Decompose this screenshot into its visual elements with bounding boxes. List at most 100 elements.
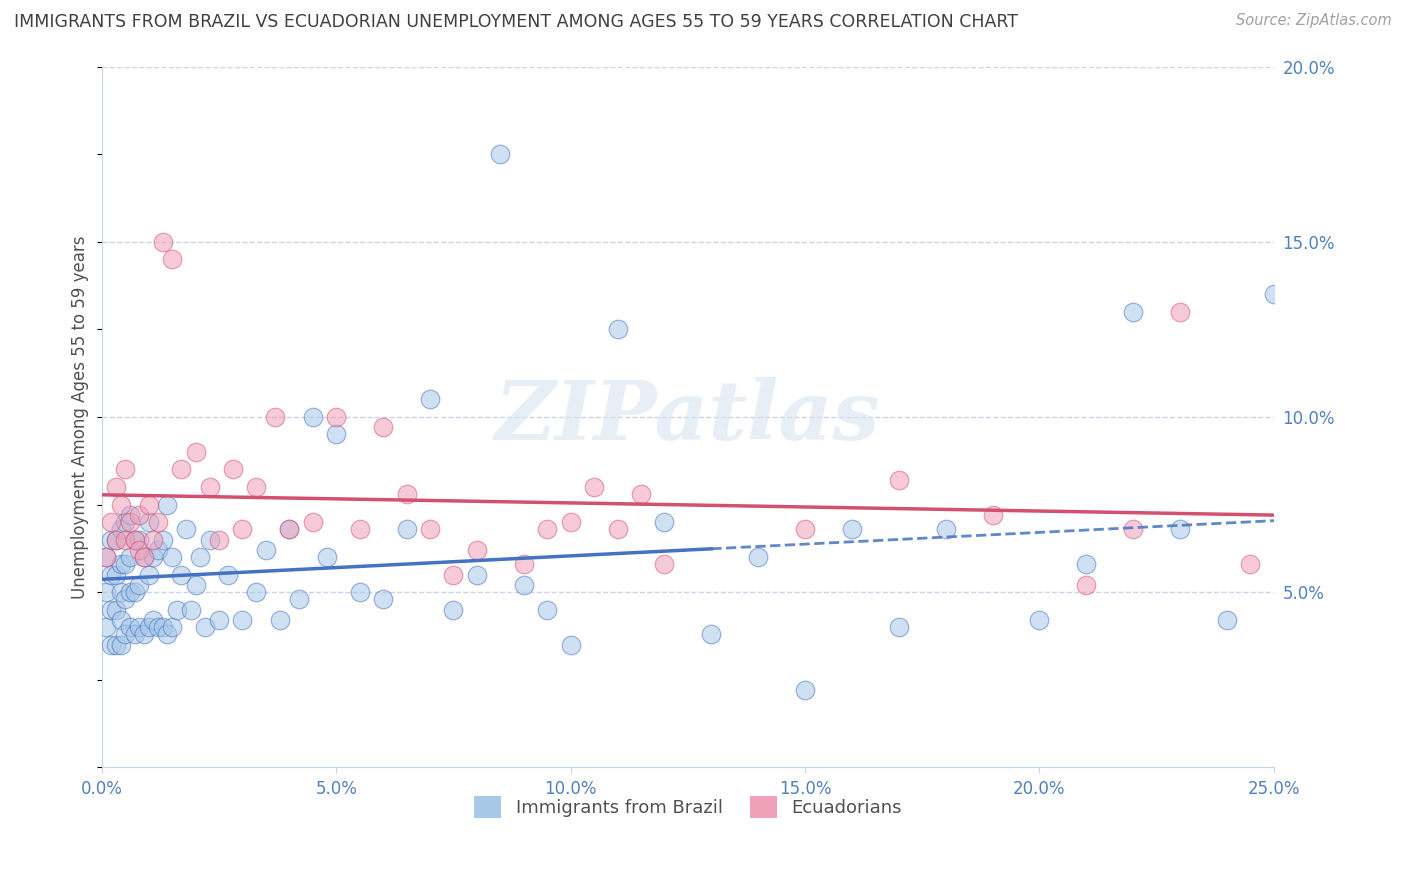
Point bbox=[174, 522, 197, 536]
Point bbox=[114, 557, 136, 571]
Point bbox=[96, 585, 118, 599]
Point bbox=[395, 487, 418, 501]
Point bbox=[217, 567, 239, 582]
Point bbox=[1168, 522, 1191, 536]
Point bbox=[156, 627, 179, 641]
Point bbox=[124, 533, 146, 547]
Point bbox=[887, 473, 910, 487]
Point bbox=[245, 480, 267, 494]
Point bbox=[100, 638, 122, 652]
Point bbox=[935, 522, 957, 536]
Point bbox=[152, 620, 174, 634]
Point bbox=[114, 462, 136, 476]
Point bbox=[128, 543, 150, 558]
Point bbox=[1263, 287, 1285, 301]
Point bbox=[198, 480, 221, 494]
Point bbox=[441, 602, 464, 616]
Point bbox=[132, 550, 155, 565]
Point bbox=[560, 515, 582, 529]
Point bbox=[419, 392, 441, 407]
Point bbox=[114, 533, 136, 547]
Point bbox=[536, 522, 558, 536]
Point bbox=[315, 550, 337, 565]
Point bbox=[156, 498, 179, 512]
Point bbox=[700, 627, 723, 641]
Point bbox=[287, 592, 309, 607]
Point bbox=[419, 522, 441, 536]
Point bbox=[118, 515, 141, 529]
Point bbox=[231, 522, 253, 536]
Point bbox=[114, 627, 136, 641]
Point bbox=[104, 602, 127, 616]
Point bbox=[269, 613, 291, 627]
Point bbox=[110, 585, 132, 599]
Point bbox=[118, 550, 141, 565]
Point bbox=[142, 550, 165, 565]
Point bbox=[170, 462, 193, 476]
Point bbox=[264, 409, 287, 424]
Point bbox=[142, 613, 165, 627]
Point bbox=[184, 445, 207, 459]
Point bbox=[465, 543, 488, 558]
Point bbox=[110, 557, 132, 571]
Point bbox=[513, 557, 536, 571]
Point bbox=[152, 235, 174, 249]
Point bbox=[170, 567, 193, 582]
Point bbox=[349, 522, 371, 536]
Point bbox=[104, 533, 127, 547]
Point bbox=[606, 522, 628, 536]
Point bbox=[100, 567, 122, 582]
Point bbox=[1286, 578, 1309, 592]
Text: IMMIGRANTS FROM BRAZIL VS ECUADORIAN UNEMPLOYMENT AMONG AGES 55 TO 59 YEARS CORR: IMMIGRANTS FROM BRAZIL VS ECUADORIAN UNE… bbox=[14, 13, 1018, 31]
Point bbox=[146, 515, 169, 529]
Point bbox=[794, 683, 817, 698]
Point bbox=[188, 550, 211, 565]
Point bbox=[981, 508, 1004, 522]
Point bbox=[110, 522, 132, 536]
Point bbox=[395, 522, 418, 536]
Point bbox=[536, 602, 558, 616]
Point bbox=[114, 515, 136, 529]
Point bbox=[245, 585, 267, 599]
Point bbox=[184, 578, 207, 592]
Point bbox=[110, 613, 132, 627]
Point bbox=[146, 620, 169, 634]
Point bbox=[1028, 613, 1050, 627]
Point bbox=[104, 567, 127, 582]
Point bbox=[222, 462, 245, 476]
Point bbox=[1333, 522, 1355, 536]
Point bbox=[489, 147, 512, 161]
Text: ZIPatlas: ZIPatlas bbox=[495, 377, 880, 457]
Point bbox=[654, 515, 676, 529]
Point bbox=[160, 252, 183, 267]
Point bbox=[1168, 305, 1191, 319]
Point bbox=[654, 557, 676, 571]
Point bbox=[301, 515, 323, 529]
Point bbox=[100, 602, 122, 616]
Point bbox=[325, 427, 347, 442]
Point bbox=[465, 567, 488, 582]
Point bbox=[887, 620, 910, 634]
Point bbox=[325, 409, 347, 424]
Point bbox=[138, 620, 160, 634]
Point bbox=[606, 322, 628, 336]
Point bbox=[124, 585, 146, 599]
Point bbox=[160, 550, 183, 565]
Point bbox=[301, 409, 323, 424]
Text: Source: ZipAtlas.com: Source: ZipAtlas.com bbox=[1236, 13, 1392, 29]
Point bbox=[1076, 578, 1098, 592]
Point bbox=[841, 522, 863, 536]
Point bbox=[132, 550, 155, 565]
Point bbox=[128, 508, 150, 522]
Point bbox=[132, 627, 155, 641]
Point bbox=[96, 620, 118, 634]
Point bbox=[124, 533, 146, 547]
Point bbox=[124, 627, 146, 641]
Point bbox=[194, 620, 217, 634]
Point bbox=[208, 613, 231, 627]
Point bbox=[96, 550, 118, 565]
Point bbox=[166, 602, 188, 616]
Point bbox=[138, 515, 160, 529]
Point bbox=[110, 638, 132, 652]
Point bbox=[118, 508, 141, 522]
